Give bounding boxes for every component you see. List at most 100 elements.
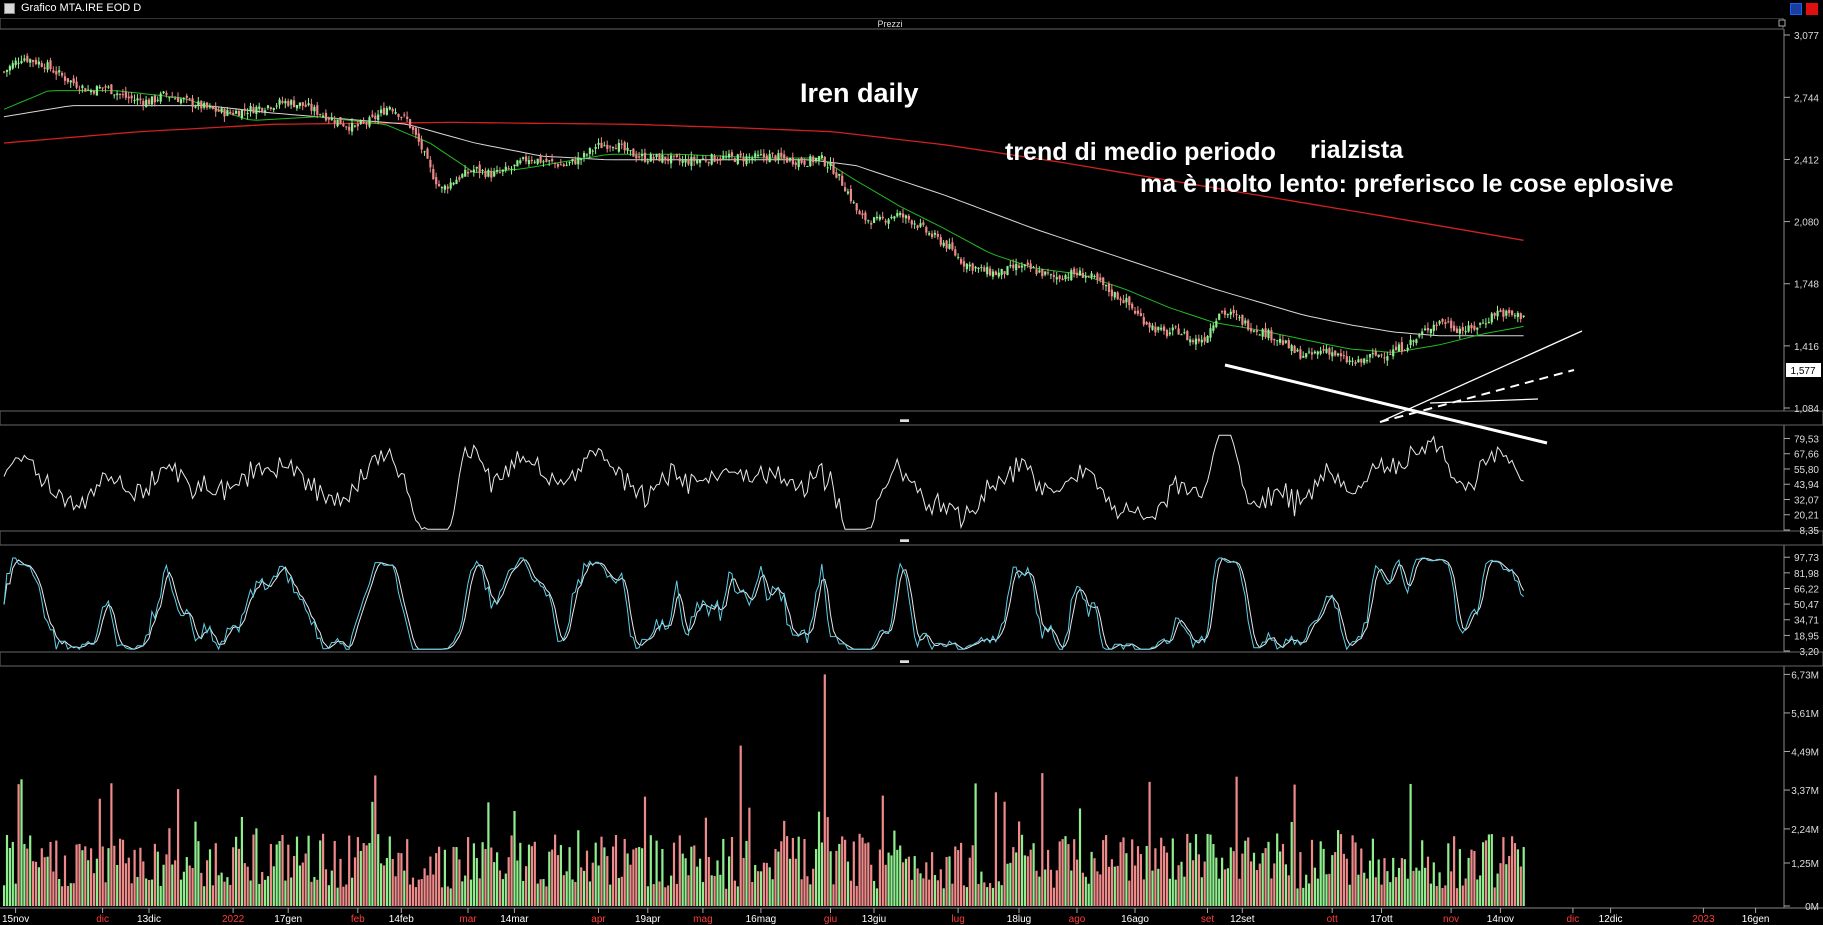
volume-bar xyxy=(1313,867,1316,906)
candle-body xyxy=(728,153,731,158)
candle-body xyxy=(568,161,571,163)
volume-bar xyxy=(14,883,17,906)
candle-body xyxy=(1125,298,1128,303)
candle-body xyxy=(725,156,728,158)
candle-body xyxy=(612,147,615,149)
candle-body xyxy=(1160,327,1163,330)
panel-divider[interactable] xyxy=(0,530,1823,546)
candle-body xyxy=(142,100,145,105)
candle-body xyxy=(394,112,397,114)
panel-divider-grip: ▬ xyxy=(900,655,909,665)
candle-body xyxy=(1194,338,1198,345)
volume-bar xyxy=(394,876,397,906)
candle-body xyxy=(904,215,908,219)
volume-bar xyxy=(69,883,72,906)
volume-bar xyxy=(1305,874,1308,906)
volume-bar xyxy=(75,844,78,906)
volume-bar xyxy=(838,843,841,906)
volume-bar xyxy=(177,789,180,906)
candle-body xyxy=(1038,270,1041,273)
candle-body xyxy=(1426,327,1430,331)
volume-bar xyxy=(786,836,789,906)
channel-lower-line[interactable] xyxy=(1429,398,1539,404)
annotation-trend: trend di medio periodo xyxy=(1005,138,1276,166)
volume-bar xyxy=(1096,871,1099,906)
channel-upper-line[interactable] xyxy=(1379,330,1583,423)
volume-bar xyxy=(49,841,52,906)
candle-body xyxy=(1412,340,1415,342)
dashed-support-line[interactable] xyxy=(1379,369,1575,423)
time-axis-label: dic xyxy=(96,914,109,925)
candle-body xyxy=(783,154,786,159)
volume-bar xyxy=(1026,856,1029,906)
chart-area[interactable]: Prezzi ▬ ▬ ▬ Iren daily trend di medio p… xyxy=(0,18,1823,925)
restore-button[interactable] xyxy=(1790,3,1802,15)
volume-bar xyxy=(933,875,937,906)
volume-bar xyxy=(226,877,229,906)
candle-body xyxy=(736,154,739,165)
window-title: Grafico MTA.IRE EOD D xyxy=(21,2,142,14)
osc-axis-label: 8,35 xyxy=(1800,526,1820,537)
volume-bar xyxy=(168,828,171,906)
candle-body xyxy=(855,203,858,211)
volume-bar xyxy=(588,881,591,906)
volume-bar xyxy=(281,834,284,906)
candle-body xyxy=(745,156,748,165)
volume-bar xyxy=(614,835,618,906)
candle-body xyxy=(658,153,661,162)
panel-divider[interactable] xyxy=(0,410,1823,426)
candle-body xyxy=(687,159,690,165)
candle-body xyxy=(1116,292,1119,300)
candle-body xyxy=(838,173,841,176)
candle-body xyxy=(632,148,635,157)
candle-body xyxy=(809,156,812,166)
volume-bar xyxy=(162,864,165,906)
price-panel-button[interactable] xyxy=(1778,19,1786,27)
volume-bar xyxy=(846,861,850,906)
volume-bar xyxy=(1455,888,1459,906)
candle-body xyxy=(849,189,852,202)
candle-body xyxy=(490,171,493,178)
volume-bar xyxy=(664,887,667,906)
volume-bar xyxy=(844,839,847,906)
candle-body xyxy=(1299,349,1302,359)
candle-body xyxy=(414,127,417,135)
volume-bar xyxy=(5,834,9,906)
candle-body xyxy=(739,153,742,156)
volume-bar xyxy=(1107,866,1111,906)
candle-body xyxy=(113,94,116,96)
candle-body xyxy=(1284,340,1287,343)
candle-body xyxy=(1415,339,1418,343)
volume-bar xyxy=(884,864,887,906)
annotation-bullish: rialzista xyxy=(1310,136,1404,164)
volume-bar xyxy=(658,881,661,906)
candle-body xyxy=(699,159,702,163)
volume-bar xyxy=(571,879,574,906)
volume-bar xyxy=(1418,870,1421,906)
descending-trendline[interactable] xyxy=(1224,363,1548,445)
candle-body xyxy=(116,93,119,96)
panel-divider[interactable] xyxy=(0,651,1823,667)
candle-body xyxy=(1244,320,1247,324)
chart-window-icon xyxy=(4,3,15,14)
candle-body xyxy=(936,234,939,237)
volume-bar xyxy=(667,885,670,906)
volume-bar xyxy=(1087,883,1090,906)
volume-bar xyxy=(1354,842,1357,906)
close-button[interactable] xyxy=(1806,3,1818,15)
volume-bar xyxy=(72,883,75,906)
candle-body xyxy=(878,216,881,220)
volume-bar xyxy=(591,862,594,906)
time-axis-label: 13giu xyxy=(862,914,886,925)
candle-body xyxy=(287,100,290,106)
candle-body xyxy=(788,158,792,161)
candle-body xyxy=(487,170,490,177)
volume-bar xyxy=(252,834,255,906)
time-axis-label: 17gen xyxy=(274,914,302,925)
time-axis-label: 15nov xyxy=(2,914,29,925)
volume-bar xyxy=(333,841,336,906)
volume-axis-label: 6,73M xyxy=(1791,670,1819,681)
time-axis-label: mar xyxy=(459,914,477,925)
candle-body xyxy=(23,58,26,61)
volume-bar xyxy=(478,878,481,906)
